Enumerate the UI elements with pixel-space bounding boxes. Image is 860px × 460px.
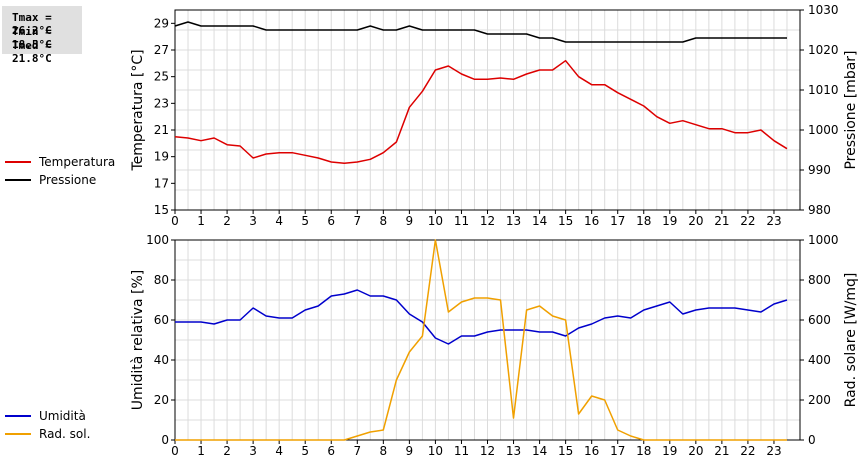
panel2-ylabel: Umidità relativa [%]	[130, 270, 146, 411]
panel1-xtick-label: 16	[584, 214, 599, 228]
panel1-series-2-line	[174, 21, 787, 43]
panel1-xtick-label: 1	[197, 214, 205, 228]
panel2-y2tick-label: 1000	[808, 233, 839, 247]
panel2-ytick-label: 60	[154, 313, 169, 327]
panel1-series-1-line	[174, 59, 788, 165]
panel1-xtick-label: 0	[171, 214, 179, 228]
panel2-xtick-label: 4	[275, 444, 283, 458]
tmax-text: Tmax = 26.2°C	[12, 11, 52, 37]
panel2-xtick-label: 3	[249, 444, 257, 458]
panel1-xtick-label: 4	[275, 214, 283, 228]
panel1-xtick-label: 2	[223, 214, 231, 228]
panel1-xtick-label: 12	[480, 214, 495, 228]
panel1-ytick-label: 27	[154, 43, 169, 57]
panel2-xtick-label: 5	[301, 444, 309, 458]
panel2-xtick-label: 16	[584, 444, 599, 458]
panel2-xtick-label: 14	[532, 444, 547, 458]
panel1-ytick-label: 29	[154, 16, 169, 30]
panel1-y2tick-label: 1010	[808, 83, 839, 97]
panel2-xtick-label: 10	[428, 444, 443, 458]
panel1-xtick-label: 17	[610, 214, 625, 228]
panel2-xtick-label: 15	[558, 444, 573, 458]
panel1-ytick-label: 17	[154, 176, 169, 190]
panel2-y2tick-label: 400	[808, 353, 831, 367]
panel2-xtick-label: 6	[327, 444, 335, 458]
panel1-xtick-label: 20	[688, 214, 703, 228]
panel2-xtick-label: 17	[610, 444, 625, 458]
panel2-xtick-label: 7	[353, 444, 361, 458]
panel1-y2tick-label: 1030	[808, 3, 839, 17]
panel2-y2tick-label: 200	[808, 393, 831, 407]
panel1-ylabel: Temperatura [°C]	[130, 49, 146, 171]
panel1-xtick-label: 11	[454, 214, 469, 228]
panel2-ytick-label: 0	[161, 433, 169, 447]
panel2-legend-label-2: Rad. sol.	[39, 427, 90, 441]
panel1-ytick-label: 21	[154, 123, 169, 137]
panel1-xtick-label: 15	[558, 214, 573, 228]
panel1-xtick-label: 8	[380, 214, 388, 228]
panel2-xtick-label: 20	[688, 444, 703, 458]
panel2-legend-label-1: Umidità	[39, 409, 86, 423]
panel1-xtick-label: 18	[636, 214, 651, 228]
panel2-xtick-label: 1	[197, 444, 205, 458]
panel1-ytick-label: 15	[154, 203, 169, 217]
panel1-ytick-label: 19	[154, 150, 169, 164]
panel2-xtick-label: 9	[406, 444, 414, 458]
panel1-legend-label-1: Temperatura	[38, 155, 115, 169]
panel1-xtick-label: 10	[428, 214, 443, 228]
panel1-xtick-label: 19	[662, 214, 677, 228]
panel2-xtick-label: 12	[480, 444, 495, 458]
panel1-ytick-label: 25	[154, 70, 169, 84]
panel1-y2tick-label: 1000	[808, 123, 839, 137]
panel2-xtick-label: 19	[662, 444, 677, 458]
panel1-legend-label-2: Pressione	[39, 173, 96, 187]
panel1-y2tick-label: 990	[808, 163, 831, 177]
tmed-text: Tmed = 21.8°C	[12, 39, 52, 65]
panel1-xtick-label: 14	[532, 214, 547, 228]
panel1-y2label: Pressione [mbar]	[843, 50, 859, 169]
panel2-y2tick-label: 600	[808, 313, 831, 327]
panel1-xtick-label: 23	[766, 214, 781, 228]
panel2-series-2-line	[175, 239, 787, 441]
panel1-xtick-label: 22	[740, 214, 755, 228]
panel1-ytick-label: 23	[154, 96, 169, 110]
panel1-xtick-label: 3	[249, 214, 257, 228]
panel1-y2tick-label: 1020	[808, 43, 839, 57]
panel2-y2tick-label: 0	[808, 433, 816, 447]
panel2-xtick-label: 18	[636, 444, 651, 458]
panel2-ytick-label: 20	[154, 393, 169, 407]
panel2-y2tick-label: 800	[808, 273, 831, 287]
panel1-xtick-label: 6	[327, 214, 335, 228]
panel2-xtick-label: 21	[714, 444, 729, 458]
panel2-xtick-label: 2	[223, 444, 231, 458]
panel1-xtick-label: 5	[301, 214, 309, 228]
panel1-y2tick-label: 980	[808, 203, 831, 217]
panel1-xtick-label: 9	[406, 214, 414, 228]
tmin-text: Tmin = 18.5°C	[12, 25, 52, 51]
panel2-xtick-label: 22	[740, 444, 755, 458]
panel1-xtick-label: 7	[353, 214, 361, 228]
panel1-xtick-label: 21	[714, 214, 729, 228]
panel2-y2label: Rad. solare [W/mq]	[843, 273, 859, 408]
panel2-xtick-label: 8	[380, 444, 388, 458]
panel1-xtick-label: 13	[506, 214, 521, 228]
panel2-xtick-label: 0	[171, 444, 179, 458]
panel2-xtick-label: 13	[506, 444, 521, 458]
panel2-xtick-label: 23	[766, 444, 781, 458]
stats-box: Tmax = 26.2°C Tmin = 18.5°C Tmed = 21.8°…	[2, 6, 82, 65]
panel2-xtick-label: 11	[454, 444, 469, 458]
panel2-ytick-label: 40	[154, 353, 169, 367]
panel2-ytick-label: 100	[146, 233, 169, 247]
panel2-ytick-label: 80	[154, 273, 169, 287]
panel2-series-1-line	[175, 289, 788, 345]
